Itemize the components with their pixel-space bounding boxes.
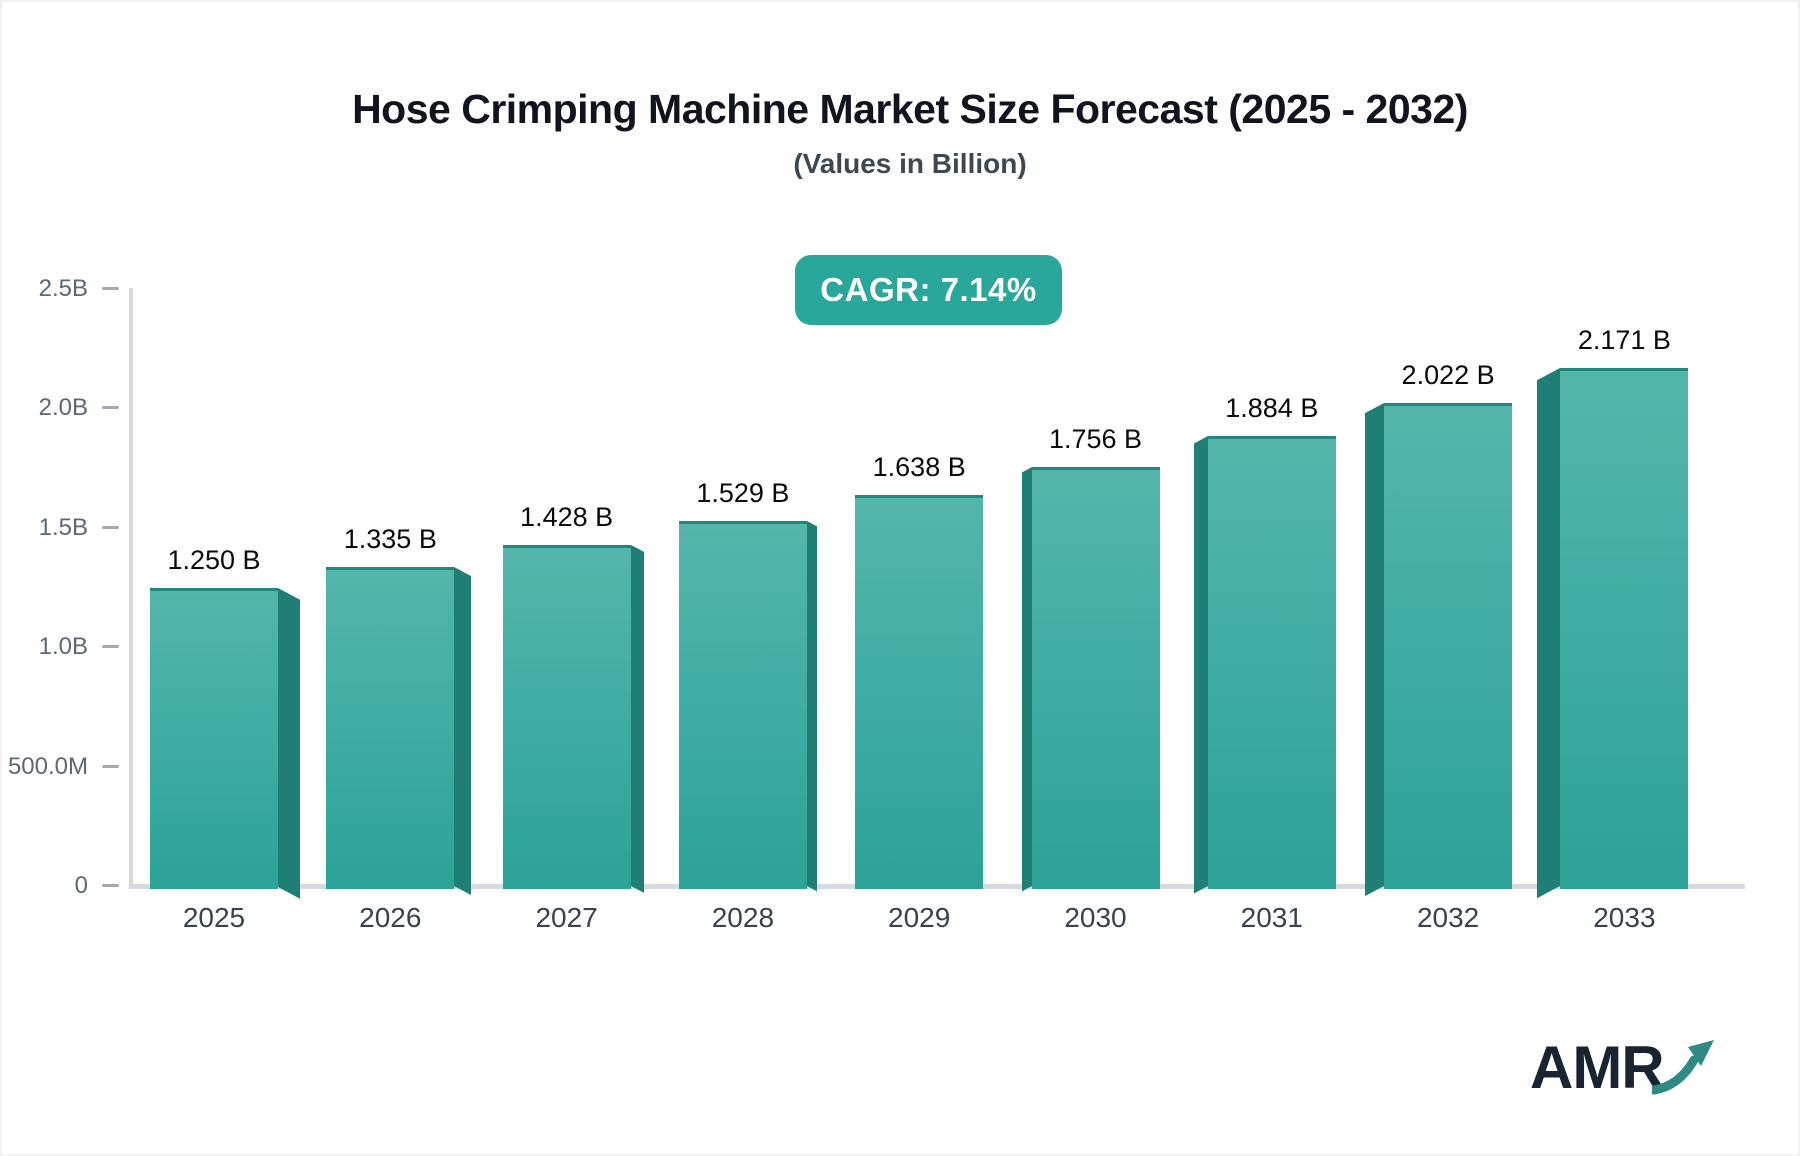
x-tick-label: 2030 bbox=[1064, 902, 1127, 933]
y-tick-label: 2.5B bbox=[38, 275, 88, 302]
bar-side-face bbox=[806, 520, 817, 892]
y-tick-dash bbox=[102, 764, 119, 768]
bar-face bbox=[678, 520, 807, 889]
page-title: Hose Crimping Machine Market Size Foreca… bbox=[352, 86, 1468, 132]
y-tick-label: 1.0B bbox=[38, 633, 88, 661]
x-tick-label: 2031 bbox=[1240, 902, 1303, 933]
x-tick-label: 2029 bbox=[888, 902, 951, 933]
chart-subtitle: (Values in Billion) bbox=[793, 148, 1027, 179]
bar-face bbox=[150, 587, 278, 889]
x-tick-label: 2027 bbox=[535, 902, 598, 933]
bar-face bbox=[855, 494, 984, 889]
bar-value-label: 1.335 B bbox=[343, 524, 437, 555]
y-tick-dash bbox=[102, 645, 119, 649]
amr-logo-text: AMR bbox=[1530, 1034, 1665, 1101]
bar-value-label: 1.638 B bbox=[872, 451, 966, 482]
cagr-badge-label: CAGR: 7.14% bbox=[820, 271, 1037, 308]
bar-side-face bbox=[1021, 466, 1032, 892]
bar-side-face bbox=[454, 567, 472, 896]
bar-value-label: 1.250 B bbox=[167, 544, 261, 575]
cagr-badge: CAGR: 7.14% bbox=[795, 255, 1062, 325]
bar-face bbox=[502, 544, 631, 889]
bar-face bbox=[1560, 367, 1689, 889]
y-axis-line bbox=[129, 288, 133, 886]
y-tick-label: 500.0M bbox=[7, 752, 88, 780]
x-tick-label: 2026 bbox=[359, 902, 422, 933]
x-tick-label: 2033 bbox=[1593, 902, 1656, 933]
y-tick-label: 1.5B bbox=[38, 513, 88, 541]
growth-arrow-icon bbox=[1652, 1040, 1714, 1095]
y-tick-label: 0 bbox=[74, 872, 88, 899]
bar-side-face bbox=[1537, 367, 1561, 899]
bar-value-label: 2.171 B bbox=[1577, 324, 1671, 355]
bar-face bbox=[1384, 403, 1513, 889]
y-tick-dash bbox=[102, 525, 119, 529]
bar-value-label: 2.022 B bbox=[1401, 360, 1495, 391]
bar-value-label: 1.884 B bbox=[1225, 393, 1319, 424]
x-tick-label: 2025 bbox=[182, 902, 246, 933]
y-tick-dash bbox=[102, 287, 119, 290]
bar-side-face bbox=[630, 544, 644, 893]
x-tick-label: 2028 bbox=[711, 902, 775, 933]
bar-value-label: 1.529 B bbox=[696, 477, 790, 508]
y-tick-dash bbox=[102, 884, 119, 887]
bar-side-face bbox=[1365, 403, 1385, 897]
bar-face bbox=[1031, 466, 1160, 889]
bar-value-label: 1.756 B bbox=[1048, 423, 1143, 454]
bar-side-face bbox=[1193, 436, 1208, 894]
y-tick-dash bbox=[102, 406, 119, 410]
bar-side-face bbox=[278, 587, 300, 898]
bar-face bbox=[1207, 436, 1336, 889]
y-tick-label: 2.0B bbox=[38, 394, 88, 422]
bar-value-label: 1.428 B bbox=[520, 501, 614, 532]
bar-face bbox=[326, 567, 455, 889]
amr-logo: AMR bbox=[1530, 1038, 1740, 1118]
x-tick-label: 2032 bbox=[1416, 902, 1480, 933]
